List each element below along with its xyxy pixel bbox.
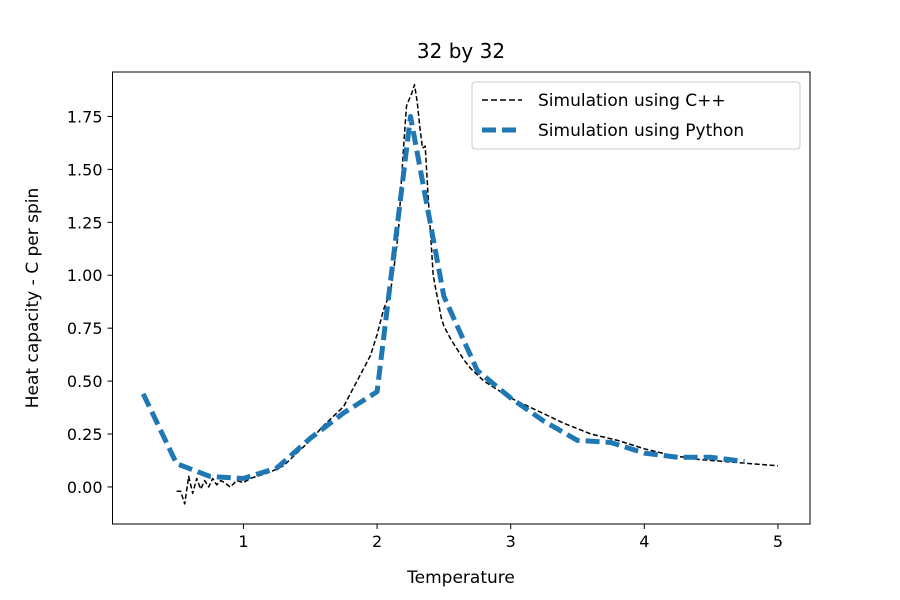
chart-title: 32 by 32: [417, 39, 505, 63]
y-tick-label: 1.75: [67, 107, 103, 126]
x-tick-label: 5: [773, 532, 783, 551]
y-tick-label: 1.25: [67, 213, 103, 232]
series-layer: [140, 83, 778, 505]
y-tick-label: 0.75: [67, 319, 103, 338]
x-tick-label: 4: [639, 532, 649, 551]
y-tick-label: 1.50: [67, 160, 103, 179]
x-tick-label: 3: [506, 532, 516, 551]
x-tick-label: 2: [372, 532, 382, 551]
axis-ticks: 1 2 3 4 5 0.00 0.25 0.50 0.75 1.00 1.25 1.50 1.75: [67, 107, 783, 551]
y-axis-label: Heat capacity - C per spin: [23, 188, 43, 409]
legend-label-python: Simulation using Python: [538, 121, 744, 141]
legend: Simulation using C++ Simulation using Py…: [471, 81, 801, 150]
legend-box: [471, 81, 801, 150]
y-tick-label: 0.25: [67, 425, 103, 444]
x-tick-label: 1: [238, 532, 248, 551]
series-line-python: [140, 114, 745, 481]
y-tick-label: 1.00: [67, 266, 103, 285]
legend-label-cpp: Simulation using C++: [538, 91, 726, 111]
y-tick-label: 0.00: [67, 478, 103, 497]
y-tick-label: 0.50: [67, 372, 103, 391]
x-axis-label: Temperature: [406, 568, 515, 588]
